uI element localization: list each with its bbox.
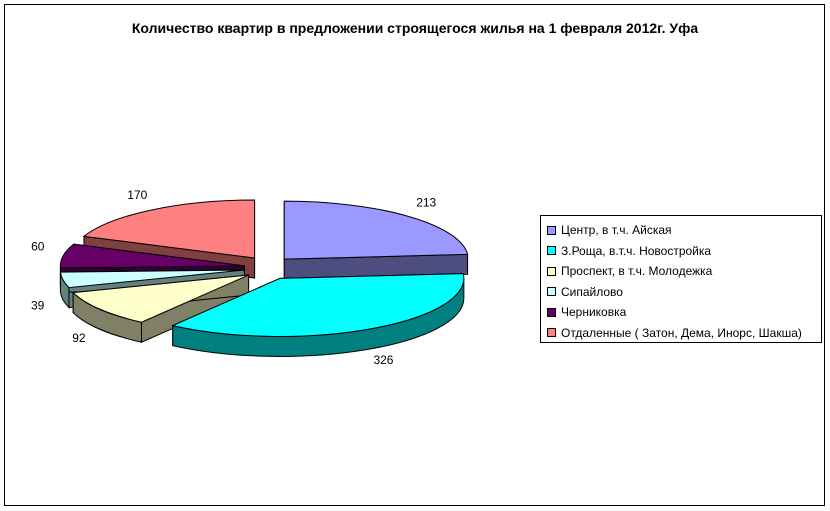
data-label-4: 60 [31,239,45,253]
legend-item-4: Черниковка [547,302,821,323]
legend-label-0: Центр, в т.ч. Айская [561,223,672,238]
pie-slice-top-4 [59,243,245,269]
legend-swatch-3 [547,287,556,297]
pie-slice-top-5 [82,199,256,259]
data-label-1: 326 [373,353,393,367]
legend-label-4: Черниковка [561,305,627,320]
legend-swatch-1 [547,246,556,256]
legend-item-3: Сипайлово [547,282,821,303]
pie-slice-0 [283,200,469,280]
data-label-2: 92 [72,331,86,345]
data-label-3: 39 [31,298,45,312]
pie-slice-top-1 [171,273,465,337]
legend-item-2: Проспект, в т.ч. Молодежка [547,261,821,282]
legend-item-0: Центр, в т.ч. Айская [547,220,821,241]
legend-swatch-0 [547,225,556,235]
legend-label-3: Сипайлово [561,284,623,299]
pie-slice-1 [171,273,465,357]
pie-slice-top-2 [72,274,249,323]
legend-label-1: З.Роща, в.т.ч. Новостройка [561,243,712,258]
legend-swatch-4 [547,307,556,317]
legend-label-5: Отдаленные ( Затон, Дема, Инорс, Шакша) [561,325,802,340]
chart-title: Количество квартир в предложении строяще… [131,20,699,36]
legend-label-2: Проспект, в т.ч. Молодежка [561,264,713,279]
legend-item-5: Отдаленные ( Затон, Дема, Инорс, Шакша) [547,323,821,344]
legend-swatch-5 [547,328,556,338]
data-label-5: 170 [127,188,147,202]
legend-swatch-2 [547,266,556,276]
legend-item-1: З.Роща, в.т.ч. Новостройка [547,241,821,262]
data-label-0: 213 [416,195,436,209]
legend: Центр, в т.ч. Айская З.Роща, в.т.ч. Ново… [540,215,822,343]
pie-slice-2 [72,274,250,343]
pie-slice-top-0 [283,200,469,260]
pie-slice-top-3 [59,269,245,289]
